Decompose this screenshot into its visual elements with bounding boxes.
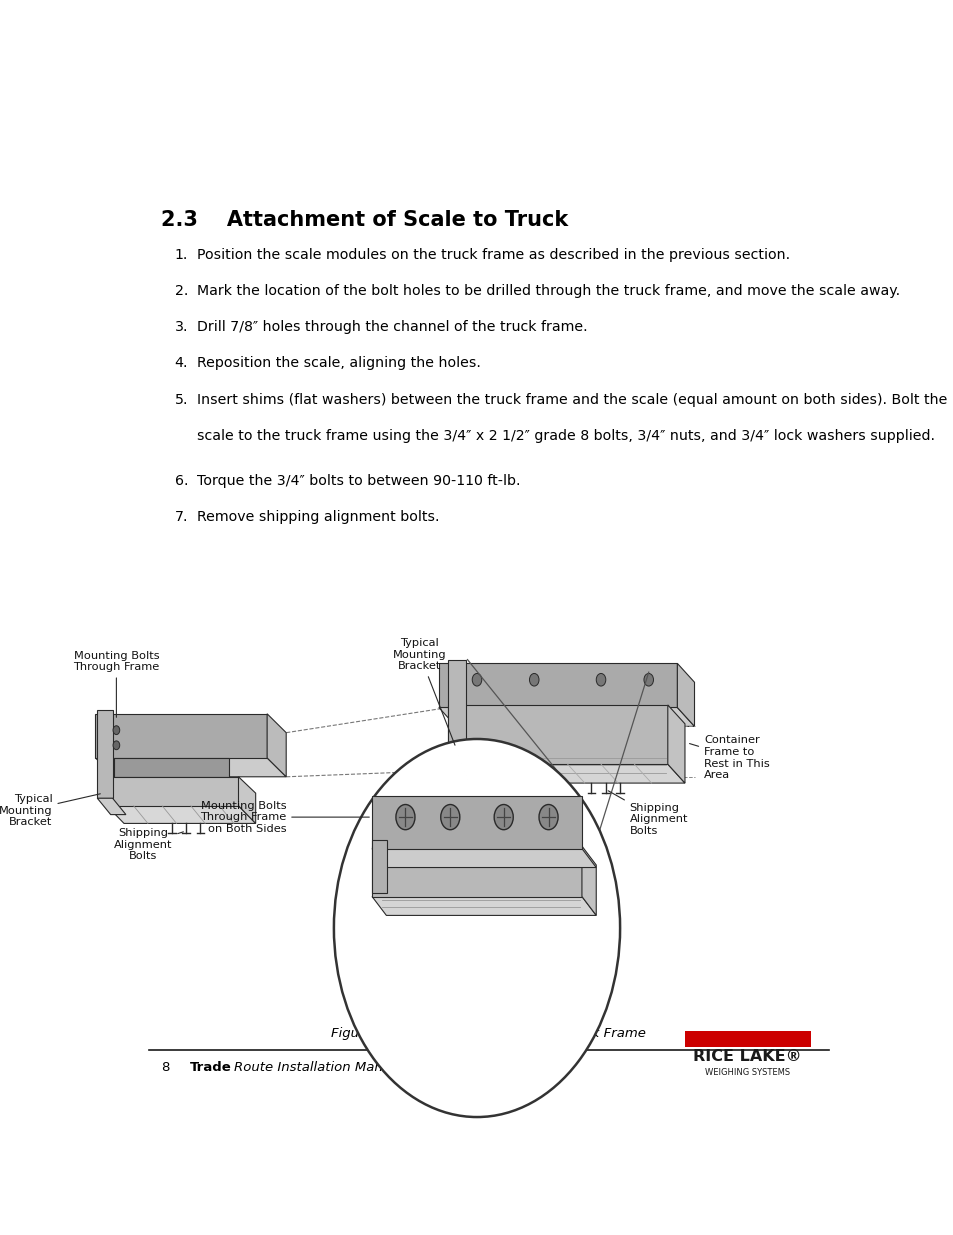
Text: Figure 2-4. Attachment of Scale to Truck Frame: Figure 2-4. Attachment of Scale to Truck…: [331, 1028, 646, 1040]
Text: 6.: 6.: [174, 474, 188, 488]
Text: Insert shims (flat washers) between the truck frame and the scale (equal amount : Insert shims (flat washers) between the …: [196, 393, 946, 406]
Text: Mounting Bolts
Through Frame: Mounting Bolts Through Frame: [73, 651, 159, 718]
Text: Shipping
Alignment
Bolts: Shipping Alignment Bolts: [608, 790, 687, 836]
Circle shape: [529, 673, 538, 687]
Text: 3.: 3.: [174, 320, 188, 335]
Text: scale to the truck frame using the 3/4″ x 2 1/2″ grade 8 bolts, 3/4″ nuts, and 3: scale to the truck frame using the 3/4″ …: [196, 429, 934, 442]
Circle shape: [596, 673, 605, 687]
Polygon shape: [448, 764, 684, 783]
Text: Mark the location of the bolt holes to be drilled through the truck frame, and m: Mark the location of the bolt holes to b…: [196, 284, 899, 298]
Polygon shape: [114, 777, 246, 793]
Text: 2.3    Attachment of Scale to Truck: 2.3 Attachment of Scale to Truck: [161, 210, 568, 230]
Text: 5.: 5.: [174, 393, 188, 406]
FancyBboxPatch shape: [684, 1031, 810, 1047]
Text: RICE LAKE®: RICE LAKE®: [693, 1049, 801, 1063]
Circle shape: [334, 739, 619, 1116]
Polygon shape: [581, 846, 596, 915]
Text: 1.: 1.: [174, 248, 188, 262]
Text: Typical
Mounting
Bracket: Typical Mounting Bracket: [0, 794, 100, 827]
Polygon shape: [372, 848, 596, 867]
Polygon shape: [448, 761, 480, 778]
Polygon shape: [372, 846, 581, 897]
Polygon shape: [372, 840, 387, 893]
Text: 8: 8: [161, 1061, 170, 1074]
Polygon shape: [95, 714, 267, 758]
Polygon shape: [372, 897, 596, 915]
Circle shape: [112, 726, 120, 735]
Polygon shape: [438, 708, 694, 726]
Polygon shape: [448, 659, 465, 761]
Text: Position the scale modules on the truck frame as described in the previous secti: Position the scale modules on the truck …: [196, 248, 789, 262]
Text: Torque the 3/4″ bolts to between 90-110 ft-lb.: Torque the 3/4″ bolts to between 90-110 …: [196, 474, 519, 488]
Circle shape: [538, 804, 558, 830]
Polygon shape: [677, 663, 694, 726]
Polygon shape: [107, 805, 255, 824]
Text: Mounting Bolts
Through Frame
on Both Sides: Mounting Bolts Through Frame on Both Sid…: [200, 800, 369, 834]
Text: Route Installation Manual: Route Installation Manual: [233, 1061, 402, 1074]
Polygon shape: [107, 777, 238, 805]
Text: Drill 7/8″ holes through the channel of the truck frame.: Drill 7/8″ holes through the channel of …: [196, 320, 587, 335]
Polygon shape: [267, 714, 286, 777]
Circle shape: [395, 804, 415, 830]
Polygon shape: [97, 710, 112, 798]
Circle shape: [112, 741, 120, 750]
Polygon shape: [97, 798, 126, 815]
Text: 2.: 2.: [174, 284, 188, 298]
Polygon shape: [372, 795, 581, 848]
Polygon shape: [238, 777, 255, 824]
Polygon shape: [95, 758, 286, 777]
Circle shape: [440, 804, 459, 830]
Circle shape: [494, 804, 513, 830]
Text: 7.: 7.: [174, 510, 188, 524]
Text: Trade: Trade: [190, 1061, 231, 1074]
Text: Reposition the scale, aligning the holes.: Reposition the scale, aligning the holes…: [196, 357, 480, 370]
Text: Remove shipping alignment bolts.: Remove shipping alignment bolts.: [196, 510, 439, 524]
Text: 4.: 4.: [174, 357, 188, 370]
Circle shape: [472, 673, 481, 687]
Polygon shape: [438, 663, 677, 708]
Polygon shape: [114, 758, 229, 777]
Polygon shape: [667, 705, 684, 783]
Text: Shipping
Alignment
Bolts: Shipping Alignment Bolts: [113, 827, 183, 861]
Text: Container
Frame to
Rest in This
Area: Container Frame to Rest in This Area: [689, 736, 769, 781]
Polygon shape: [448, 705, 667, 764]
Text: Typical
Mounting
Bracket: Typical Mounting Bracket: [393, 638, 455, 745]
Text: WEIGHING SYSTEMS: WEIGHING SYSTEMS: [704, 1068, 789, 1077]
Circle shape: [643, 673, 653, 687]
